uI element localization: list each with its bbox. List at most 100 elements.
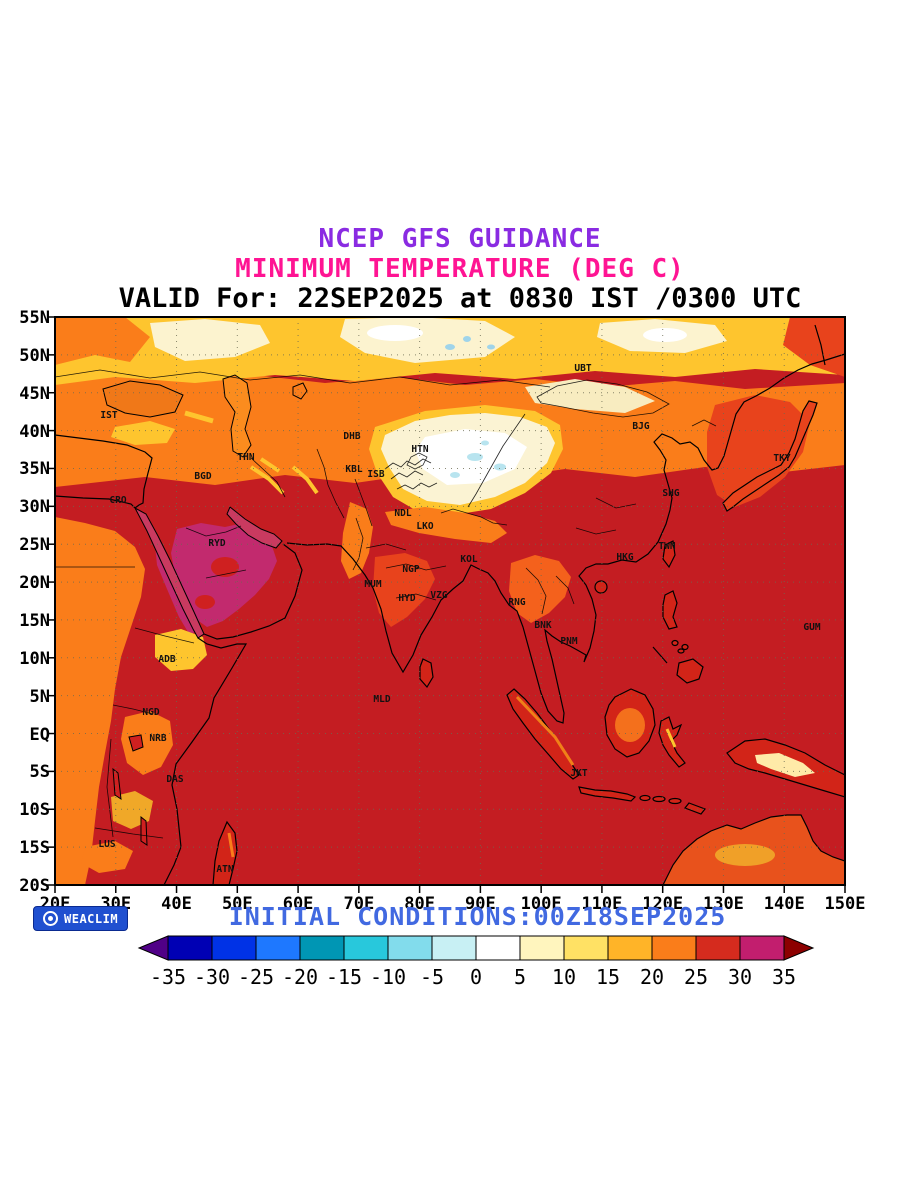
station-label: UBT — [574, 363, 591, 374]
lat-tick-label: 25N — [19, 535, 50, 556]
station-label: GUM — [803, 622, 820, 633]
colorbar-segment — [167, 935, 213, 961]
colorbar-tick-label: -10 — [370, 965, 406, 989]
lat-tick-label: 20N — [19, 573, 50, 594]
lon-tick-label: 120E — [642, 894, 684, 914]
lon-tick-label: 60E — [282, 894, 314, 914]
colorbar-segment — [607, 935, 653, 961]
station-label: NGP — [402, 564, 419, 575]
chart-header: NCEP GFS GUIDANCE MINIMUM TEMPERATURE (D… — [10, 224, 900, 314]
lon-tick-label: 100E — [520, 894, 562, 914]
lat-tick-label: 5S — [29, 762, 50, 783]
colorbar-segment — [211, 935, 257, 961]
colorbar-tick-label: 15 — [596, 965, 620, 989]
station-label: RNG — [508, 597, 525, 608]
station-label: RYD — [208, 538, 225, 549]
colorbar-tick-label: 35 — [772, 965, 796, 989]
station-label: IST — [100, 410, 117, 421]
lat-tick-label: 15S — [19, 838, 50, 859]
colorbar-segment — [387, 935, 433, 961]
colorbar-tick-label: -5 — [420, 965, 444, 989]
station-label: CRO — [109, 495, 126, 506]
lat-tick-label: 15N — [19, 610, 50, 631]
map-frame — [54, 316, 846, 886]
colorbar-segment — [651, 935, 697, 961]
colorbar-segment — [563, 935, 609, 961]
colorbar-tick-label: 5 — [514, 965, 526, 989]
station-label: BNK — [534, 620, 551, 631]
colorbar-tick-label: 25 — [684, 965, 708, 989]
station-label: ISB — [367, 469, 384, 480]
colorbar-segment — [343, 935, 389, 961]
colorbar-segment — [475, 935, 521, 961]
weaclim-badge: WEACLIM — [33, 906, 129, 931]
colorbar-tick-label: 0 — [470, 965, 482, 989]
water-bodies — [102, 374, 308, 846]
station-label: TKY — [773, 453, 790, 464]
station-label: VZG — [430, 590, 447, 601]
station-labels: IST THN BGD CRO RYD ADB NGD NRB DAS LUS ATN MUM HYD V… — [98, 363, 820, 875]
lat-tick-label: 10S — [19, 800, 50, 821]
station-label: NDL — [394, 508, 411, 519]
station-label: PNM — [560, 636, 577, 647]
station-label: HTN — [411, 444, 428, 455]
station-label: TWN — [658, 541, 675, 552]
lon-tick-label: 110E — [581, 894, 623, 914]
temperature-colorbar: -35 -30 -25 -20 -15 -10 -5 0 5 10 15 20 25 30 35 — [137, 934, 816, 996]
lat-tick-label: 30N — [19, 497, 50, 518]
station-label: DHB — [343, 431, 360, 442]
chart-title: NCEP GFS GUIDANCE — [318, 224, 602, 254]
colorbar-tick-label: -25 — [238, 965, 274, 989]
chart-subtitle: MINIMUM TEMPERATURE (DEG C) — [235, 254, 685, 284]
station-label: KBL — [345, 464, 362, 475]
lat-tick-label: 5N — [29, 686, 50, 707]
lat-tick-label: 45N — [19, 383, 50, 404]
station-label: THN — [237, 452, 254, 463]
colorbar-right-arrow — [783, 935, 815, 961]
colorbar-tick-label: -15 — [326, 965, 362, 989]
station-label: MLD — [373, 694, 390, 705]
grid-lines — [47, 316, 846, 893]
colorbar-tick-label: 20 — [640, 965, 664, 989]
colorbar-segment — [299, 935, 345, 961]
lon-tick-label: 130E — [702, 894, 744, 914]
station-label: SHG — [662, 488, 679, 499]
colorbar-tick-label: -20 — [282, 965, 318, 989]
lon-tick-label: 70E — [343, 894, 375, 914]
initial-conditions-text: INITIAL CONDITIONS:00Z18SEP2025 — [228, 902, 727, 931]
lat-tick-label: 40N — [19, 421, 50, 442]
weaclim-logo-icon — [43, 911, 58, 926]
colorbar-tick-label: 30 — [728, 965, 752, 989]
station-label: BJG — [632, 421, 649, 432]
lat-tick-label: EQ — [29, 724, 50, 745]
lat-tick-label: 20S — [19, 876, 50, 896]
lon-tick-label: 40E — [161, 894, 192, 914]
temperature-map: IST THN BGD CRO RYD ADB NGD NRB DAS LUS ATN MUM HYD V… — [47, 316, 846, 893]
station-label: HKG — [616, 552, 633, 563]
station-label: MUM — [364, 579, 381, 590]
station-label: LUS — [98, 839, 115, 850]
lon-tick-label: 90E — [465, 894, 496, 914]
temperature-field — [55, 317, 845, 885]
chart-valid-line: VALID For: 22SEP2025 at 0830 IST /0300 U… — [118, 283, 802, 314]
colorbar-segment — [739, 935, 785, 961]
colorbar-segment — [695, 935, 741, 961]
country-borders — [54, 369, 717, 839]
coastlines — [54, 324, 846, 886]
station-label: LKO — [416, 521, 433, 532]
lat-tick-label: 55N — [19, 308, 50, 328]
station-label: KOL — [460, 554, 477, 565]
lat-tick-label: 50N — [19, 345, 50, 366]
station-label: HYD — [398, 593, 415, 604]
lat-tick-label: 35N — [19, 459, 50, 480]
station-label: DAS — [166, 774, 183, 785]
station-label: BGD — [194, 471, 211, 482]
lon-tick-label: 140E — [763, 894, 805, 914]
colorbar-segment — [431, 935, 477, 961]
colorbar-tick-label: 10 — [552, 965, 576, 989]
weaclim-logo-text: WEACLIM — [64, 911, 119, 926]
lon-tick-label: 50E — [221, 894, 253, 914]
colorbar-tick-label: -30 — [194, 965, 230, 989]
lon-tick-label: 150E — [824, 894, 866, 914]
